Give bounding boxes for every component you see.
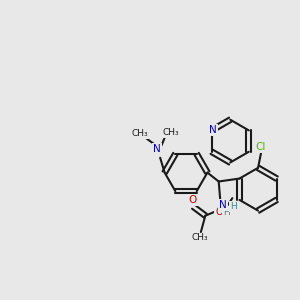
Text: CH₃: CH₃ <box>162 128 179 137</box>
Text: N: N <box>153 144 161 154</box>
Text: O: O <box>189 195 197 205</box>
Text: H: H <box>223 208 230 217</box>
Text: H: H <box>230 202 237 211</box>
Text: OH: OH <box>215 206 230 217</box>
Text: CH₃: CH₃ <box>192 233 208 242</box>
Text: Cl: Cl <box>256 142 266 152</box>
Text: N: N <box>209 125 217 135</box>
Text: N: N <box>219 200 227 210</box>
Text: CH₃: CH₃ <box>131 130 148 139</box>
